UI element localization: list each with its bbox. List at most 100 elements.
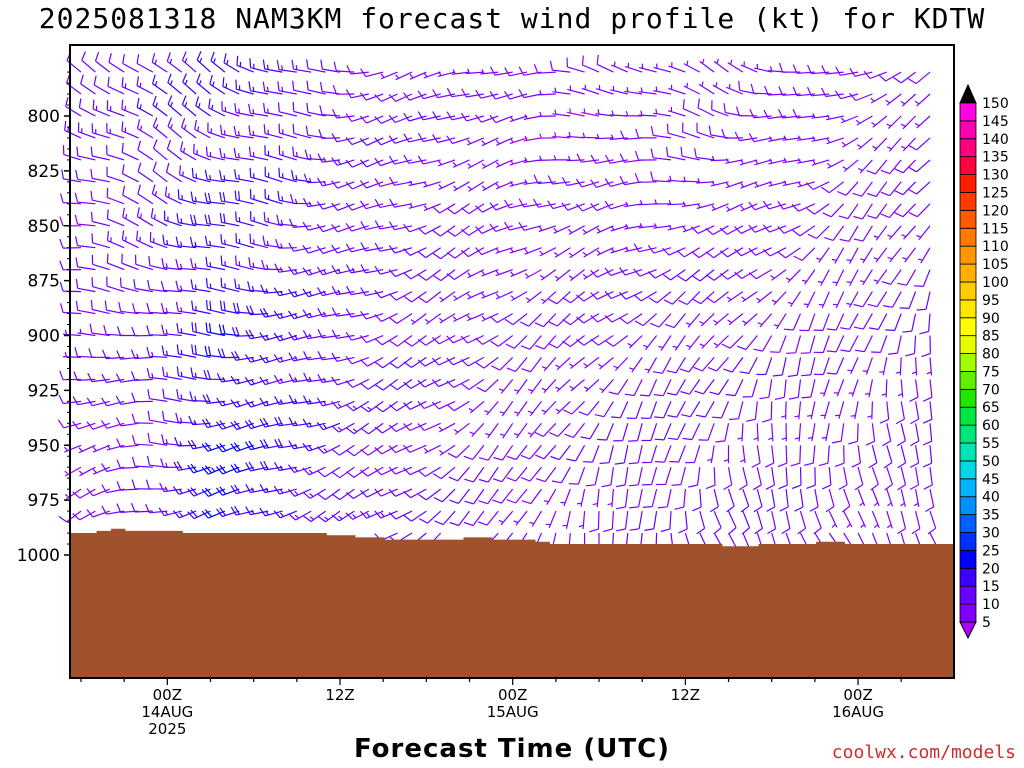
wind-barb <box>453 291 470 302</box>
colorbar-label: 70 <box>982 382 1000 398</box>
wind-barb <box>764 445 775 468</box>
x-axis-title: Forecast Time (UTC) <box>353 734 671 764</box>
wind-barb <box>389 176 413 186</box>
wind-barb <box>431 334 456 345</box>
wind-barb <box>639 63 657 73</box>
wind-barb <box>165 162 183 183</box>
x-tick-label: 2025 <box>148 720 186 738</box>
wind-barb <box>75 257 96 271</box>
wind-barb <box>204 192 225 205</box>
wind-barb <box>561 177 585 187</box>
wind-barb <box>247 281 269 293</box>
wind-barb <box>908 203 931 218</box>
wind-barb <box>640 401 658 419</box>
wind-barb <box>320 59 341 73</box>
colorbar-swatch <box>959 388 977 408</box>
wind-barb <box>510 269 528 278</box>
wind-barb <box>195 96 211 117</box>
wind-barb <box>122 185 139 205</box>
wind-barb <box>723 445 730 464</box>
wind-barb <box>345 159 370 168</box>
wind-barb <box>907 71 931 85</box>
wind-barb <box>680 146 700 161</box>
wind-barb <box>826 313 845 331</box>
wind-barb <box>794 401 802 420</box>
wind-barb <box>867 401 873 420</box>
wind-barb <box>846 247 859 264</box>
wind-barb <box>136 119 154 139</box>
wind-barb <box>668 84 686 95</box>
wind-barb <box>624 379 643 397</box>
wind-barb <box>181 118 197 139</box>
wind-barb <box>554 269 571 282</box>
wind-barb <box>464 488 485 505</box>
colorbar-over-arrow <box>959 83 977 104</box>
colorbar-swatch <box>959 335 977 354</box>
wind-barb <box>519 313 542 327</box>
wind-barb <box>264 166 283 183</box>
wind-barb <box>801 357 816 377</box>
wind-barb <box>690 225 715 234</box>
wind-barb <box>278 145 297 161</box>
colorbar-label: 150 <box>982 96 1009 112</box>
wind-barb <box>629 357 643 373</box>
wind-barb <box>360 444 384 456</box>
wind-barb <box>682 225 701 233</box>
wind-barb <box>506 488 528 504</box>
wind-barb <box>857 488 866 507</box>
wind-barb <box>576 291 600 302</box>
wind-barb <box>638 110 657 117</box>
wind-barb <box>164 186 182 205</box>
wind-barb <box>276 214 297 227</box>
wind-barb <box>841 115 859 124</box>
wind-barb <box>739 357 758 374</box>
wind-barb <box>568 247 585 259</box>
wind-barb <box>794 423 802 442</box>
wind-barb <box>345 378 370 388</box>
wind-barb <box>576 313 600 324</box>
wind-barb <box>518 198 542 208</box>
wind-barb <box>244 354 269 363</box>
wind-barb <box>359 159 384 168</box>
colorbar-swatch <box>959 424 977 444</box>
wind-barb <box>136 97 154 117</box>
wind-barb <box>652 199 672 205</box>
wind-barb <box>64 120 82 139</box>
wind-barb <box>838 203 859 220</box>
wind-barb <box>461 225 485 236</box>
wind-barb <box>121 230 139 249</box>
colorbar-swatch <box>959 442 977 462</box>
wind-barb <box>756 357 773 376</box>
wind-barb <box>641 423 658 442</box>
colorbar-swatch <box>959 371 977 390</box>
wind-barb <box>707 357 729 372</box>
wind-barb <box>101 420 125 429</box>
wind-barb <box>594 401 614 418</box>
credit-link[interactable]: coolwx.com/models <box>831 742 1016 763</box>
wind-barb <box>190 279 211 293</box>
wind-barb <box>306 59 326 73</box>
wind-barb <box>423 444 441 454</box>
wind-barb <box>89 323 110 337</box>
wind-barb <box>653 379 672 397</box>
wind-barb <box>175 301 197 315</box>
wind-barb <box>599 379 614 394</box>
wind-barb <box>121 142 139 161</box>
wind-barb <box>492 488 514 504</box>
wind-barb <box>858 159 873 174</box>
wind-barb <box>181 95 197 117</box>
wind-barb <box>518 66 542 76</box>
wind-barb <box>553 225 571 234</box>
wind-barb <box>911 510 921 535</box>
wind-barb <box>880 203 902 219</box>
colorbar-swatch <box>959 550 977 569</box>
wind-barb <box>533 64 556 74</box>
wind-barb <box>721 128 743 139</box>
wind-barb <box>596 225 614 234</box>
wind-barb <box>102 349 125 360</box>
wind-barb <box>865 423 876 446</box>
wind-barb <box>778 86 801 96</box>
wind-barb <box>161 258 182 271</box>
wind-barb <box>302 418 326 428</box>
